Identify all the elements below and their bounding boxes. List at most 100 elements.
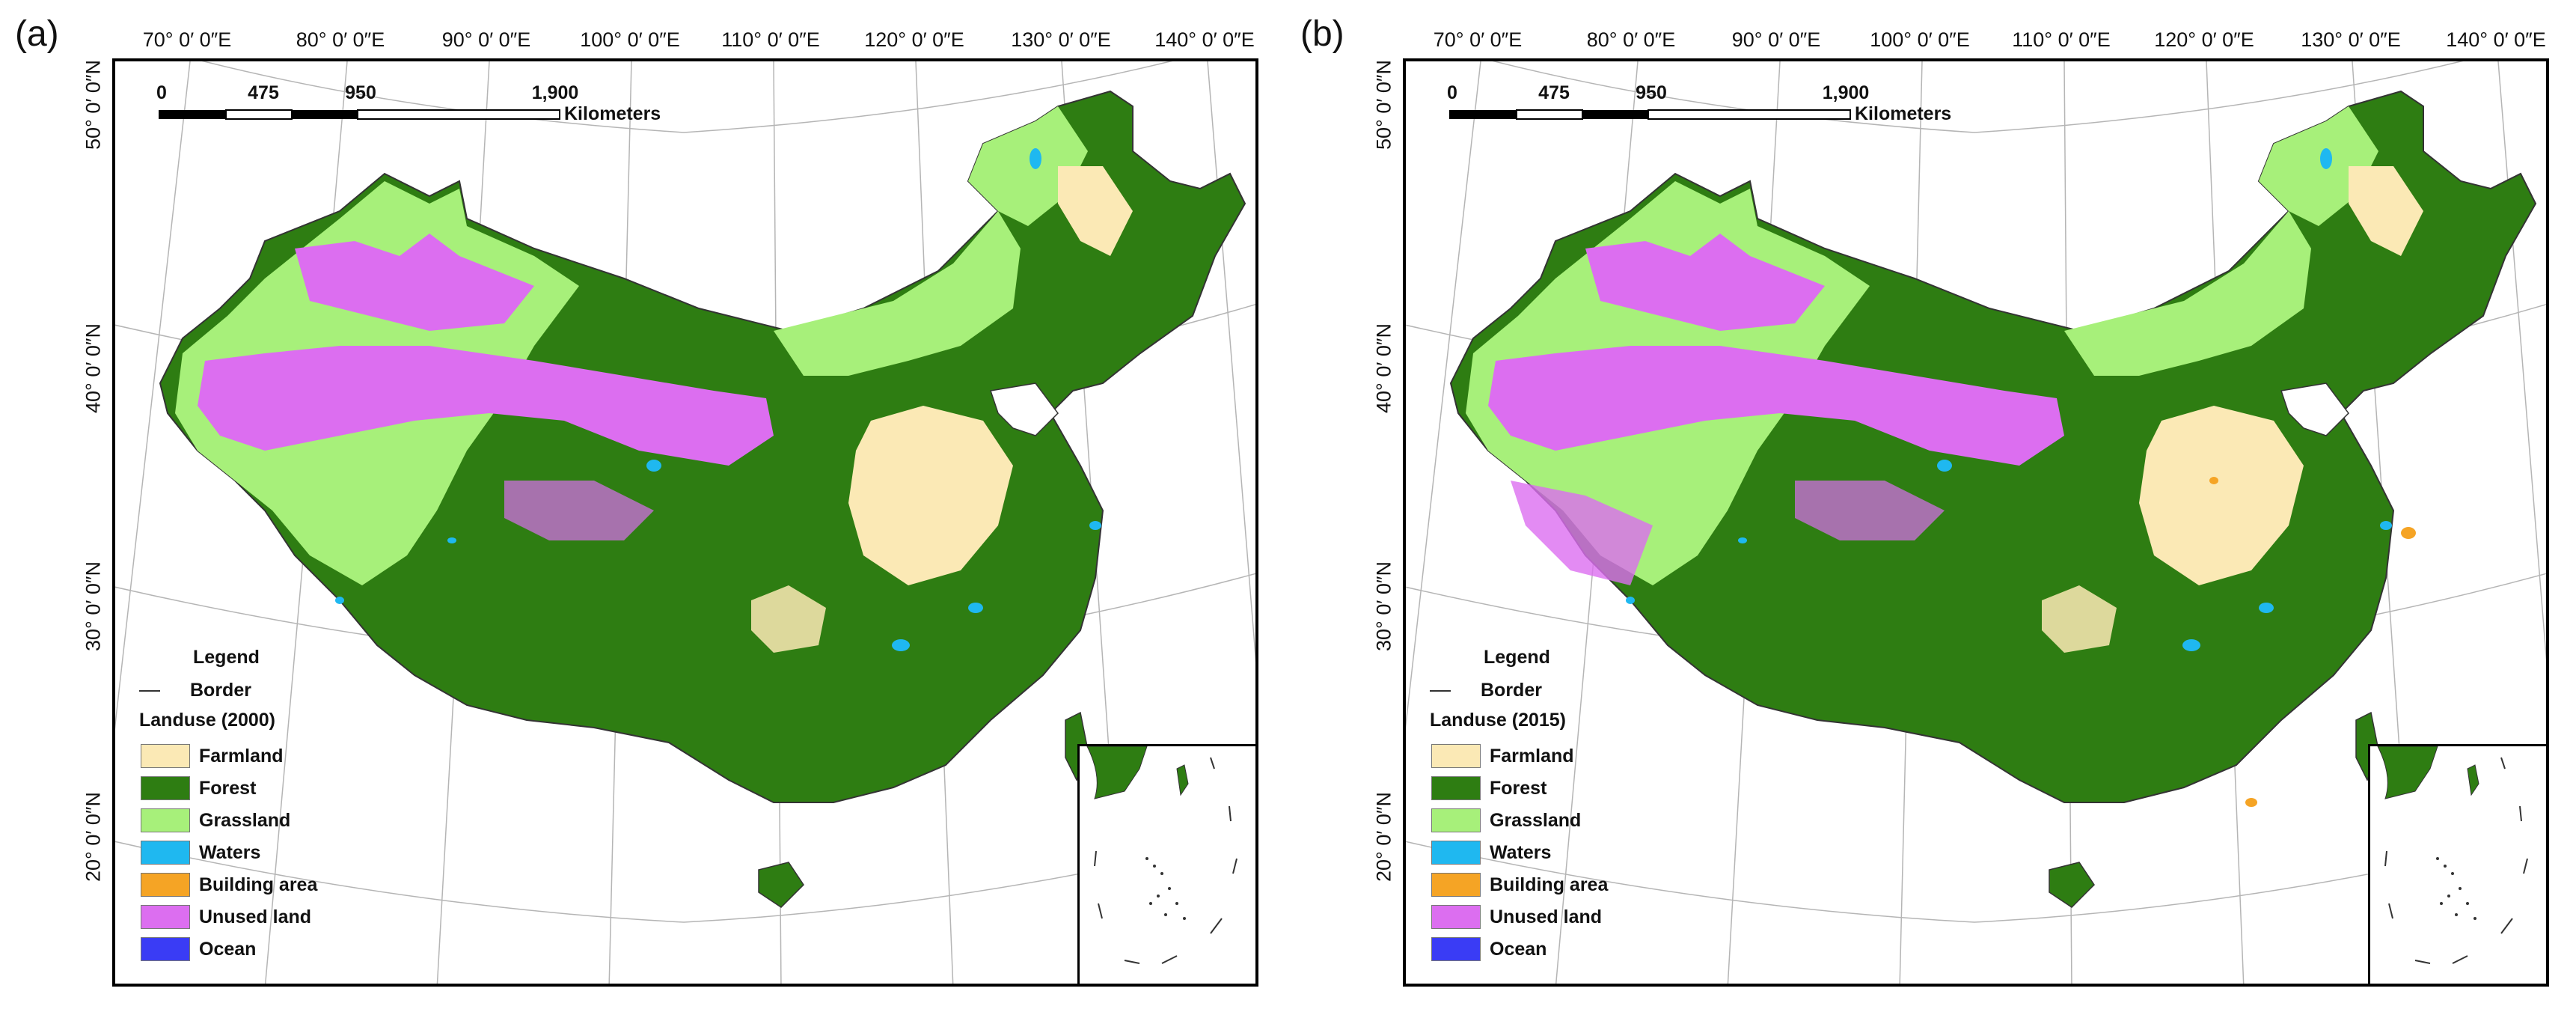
- longitude-label: 70° 0′ 0″E: [142, 28, 232, 51]
- legend-landuse-title: Landuse (2015): [1430, 710, 1567, 731]
- swatch: [1431, 841, 1481, 865]
- latitude-label: 40° 0′ 0″N: [1372, 323, 1395, 413]
- legend-item-ocean: Ocean: [141, 937, 256, 961]
- legend-item-label: Forest: [1490, 777, 1547, 799]
- latitude-label: 50° 0′ 0″N: [1372, 60, 1395, 150]
- land-unused: [1511, 481, 1653, 585]
- longitude-label: 110° 0′ 0″E: [2012, 28, 2111, 51]
- legend-border-row: Border: [1430, 680, 1542, 701]
- longitude-label: 120° 0′ 0″E: [2154, 28, 2254, 51]
- longitude-label: 120° 0′ 0″E: [864, 28, 964, 51]
- legend-item-label: Unused land: [1490, 906, 1603, 927]
- legend-item-farmland: Farmland: [1431, 744, 1574, 768]
- panel-label: (b): [1300, 14, 1344, 54]
- land-farmland: [848, 406, 1013, 585]
- latitude-label: 30° 0′ 0″N: [82, 561, 105, 651]
- legend-item-farmland: Farmland: [141, 744, 284, 768]
- legend-item-waters: Waters: [1431, 841, 1551, 865]
- land-unused: [1795, 481, 1945, 540]
- latitude-label: 40° 0′ 0″N: [82, 323, 105, 413]
- legend-item-grassland: Grassland: [1431, 808, 1581, 832]
- legend-item-label: Waters: [199, 841, 261, 863]
- longitude-label: 90° 0′ 0″E: [441, 28, 531, 51]
- scale-tick-label: 950: [345, 82, 376, 103]
- legend-item-label: Waters: [1490, 841, 1552, 863]
- longitude-label: 100° 0′ 0″E: [1870, 28, 1970, 51]
- longitude-label: 140° 0′ 0″E: [1154, 28, 1255, 51]
- longitude-label: 80° 0′ 0″E: [296, 28, 385, 51]
- scale-unit: Kilometers: [564, 103, 661, 124]
- legend-item-label: Building area: [199, 874, 318, 895]
- swatch: [1431, 808, 1481, 832]
- scale-tick-label: 1,900: [531, 82, 579, 103]
- swatch: [1431, 937, 1481, 961]
- legend-item-waters: Waters: [141, 841, 260, 865]
- legend-item-label: Unused land: [199, 906, 312, 927]
- legend-item-forest: Forest: [1431, 776, 1546, 800]
- sea-bohai: [990, 383, 1059, 436]
- land-waters: [1626, 148, 2392, 651]
- legend-item-label: Farmland: [199, 745, 284, 767]
- legend-landuse-title: Landuse (2000): [139, 710, 276, 731]
- legend-item-label: Grassland: [1490, 809, 1582, 831]
- latitude-label: 30° 0′ 0″N: [1372, 561, 1395, 651]
- legend-border-label: Border: [190, 680, 251, 701]
- longitude-label: 90° 0′ 0″E: [1731, 28, 1821, 51]
- map-frame: 0 475 950 1,900 Kilometers Legend Border…: [1403, 58, 2549, 987]
- inset-map-south-china-sea: [1077, 744, 1255, 984]
- swatch: [1431, 905, 1481, 929]
- legend-item-forest: Forest: [141, 776, 256, 800]
- swatch: [1431, 776, 1481, 800]
- scale-unit: Kilometers: [1855, 103, 1952, 124]
- legend-item-label: Ocean: [199, 938, 257, 960]
- swatch: [141, 937, 190, 961]
- land-unused: [1585, 234, 1825, 331]
- land-unused: [504, 481, 654, 540]
- latitude-label: 20° 0′ 0″N: [1372, 792, 1395, 882]
- swatch: [141, 808, 190, 832]
- island-hainan: [758, 862, 804, 908]
- legend-item-label: Farmland: [1490, 745, 1574, 767]
- land-use-map: [115, 61, 1255, 984]
- legend-title: Legend: [193, 647, 260, 668]
- legend-item-grassland: Grassland: [141, 808, 290, 832]
- legend-item-label: Ocean: [1490, 938, 1547, 960]
- land-farmland: [2349, 166, 2423, 256]
- land-farmland: [1058, 166, 1133, 256]
- longitude-label: 140° 0′ 0″E: [2446, 28, 2546, 51]
- land-farmland: [751, 585, 826, 653]
- map-frame: 0 475 950 1,900 Kilometers Legend Border…: [112, 58, 1258, 987]
- scale-tick-label: 475: [1538, 82, 1570, 103]
- legend-item-label: Building area: [1490, 874, 1609, 895]
- swatch: [141, 841, 190, 865]
- legend-border-row: Border: [139, 680, 251, 701]
- scale-tick-label: 1,900: [1822, 82, 1870, 103]
- border-line-symbol: [1430, 689, 1451, 692]
- land-grassland: [774, 211, 1021, 376]
- latitude-label: 20° 0′ 0″N: [82, 792, 105, 882]
- legend-item-label: Forest: [199, 777, 257, 799]
- scale-tick-label: 950: [1636, 82, 1667, 103]
- land-unused: [198, 346, 774, 466]
- legend-item-ocean: Ocean: [1431, 937, 1546, 961]
- longitude-label: 100° 0′ 0″E: [580, 28, 680, 51]
- swatch: [141, 776, 190, 800]
- land-farmland: [2139, 406, 2304, 585]
- legend-item-label: Grassland: [199, 809, 291, 831]
- border-line-symbol: [139, 689, 160, 692]
- longitude-label: 80° 0′ 0″E: [1586, 28, 1676, 51]
- land-unused: [1488, 346, 2064, 466]
- scale-tick-label: 475: [248, 82, 279, 103]
- sea-bohai: [2280, 383, 2349, 436]
- legend-item-unused-land: Unused land: [1431, 905, 1602, 929]
- land-grassland: [2064, 211, 2311, 376]
- longitude-label: 70° 0′ 0″E: [1433, 28, 1523, 51]
- legend-title: Legend: [1484, 647, 1550, 668]
- longitude-label: 110° 0′ 0″E: [721, 28, 820, 51]
- swatch: [141, 905, 190, 929]
- panel-label: (a): [15, 14, 59, 54]
- land-waters: [335, 148, 1101, 651]
- swatch: [141, 873, 190, 897]
- legend-item-building-area: Building area: [1431, 873, 1608, 897]
- island-hainan: [2049, 862, 2095, 908]
